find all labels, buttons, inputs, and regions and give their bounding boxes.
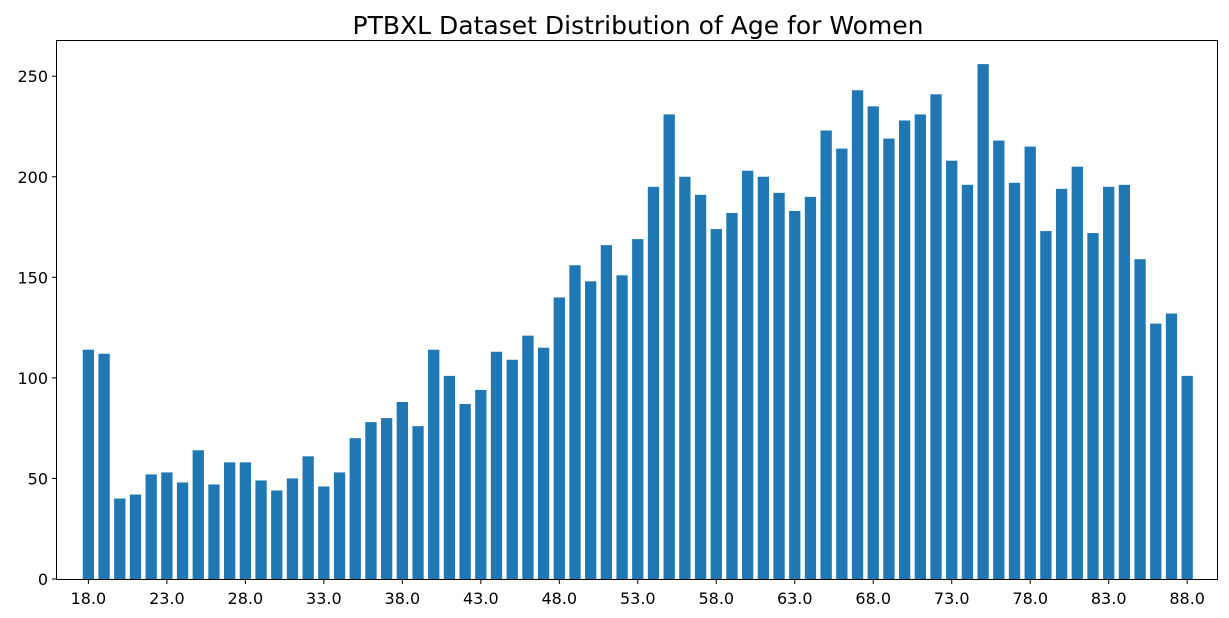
bars-group	[82, 64, 1193, 580]
bar-age-51	[600, 245, 613, 579]
bar-age-27	[224, 462, 236, 579]
bar-age-23	[161, 472, 173, 579]
y-tick-label: 0	[38, 570, 48, 589]
bar-age-20	[114, 498, 126, 579]
x-tick-label: 73.0	[934, 589, 970, 608]
bar-age-35	[349, 438, 361, 579]
x-tick-label: 63.0	[777, 589, 813, 608]
bar-age-50	[585, 281, 597, 579]
bar-age-81	[1071, 166, 1083, 579]
bar-age-43	[475, 389, 487, 579]
x-tick-label: 23.0	[149, 589, 185, 608]
x-tick-label: 28.0	[228, 589, 264, 608]
bar-age-25	[192, 450, 204, 579]
bar-age-74	[961, 184, 974, 579]
bar-age-68	[867, 106, 879, 580]
x-tick-label: 33.0	[306, 589, 342, 608]
bar-age-56	[679, 176, 691, 579]
bar-age-40	[428, 349, 440, 579]
bar-age-78	[1024, 146, 1036, 579]
bar-age-49	[569, 265, 581, 579]
bar-age-82	[1087, 233, 1099, 579]
bar-age-44	[490, 351, 503, 579]
y-tick-label: 250	[17, 67, 48, 86]
y-tick-label: 200	[17, 168, 48, 187]
bar-age-71	[914, 114, 926, 579]
bar-age-64	[804, 196, 817, 579]
bar-age-76	[993, 140, 1005, 579]
bar-age-46	[522, 335, 534, 579]
bar-age-38	[396, 402, 408, 579]
bar-age-79	[1040, 231, 1052, 579]
bar-age-67	[851, 90, 864, 579]
x-tick-label: 83.0	[1091, 589, 1127, 608]
bar-age-39	[412, 426, 424, 579]
bar-age-53	[632, 239, 644, 580]
bar-age-57	[694, 194, 707, 580]
plot-frame	[56, 40, 1218, 580]
bar-age-88	[1181, 375, 1193, 579]
y-tick-label: 100	[17, 369, 48, 388]
x-tick-label: 78.0	[1012, 589, 1048, 608]
bar-age-77	[1008, 182, 1021, 580]
bar-age-31	[286, 478, 299, 579]
bar-age-32	[302, 456, 314, 579]
bar-age-58	[710, 229, 722, 580]
x-axis: 18.0 23.0 28.0 33.0 38.0 43.0 48.0 53.0 58.0 63.0…	[71, 579, 1205, 608]
x-tick-label: 38.0	[385, 589, 421, 608]
bar-age-84	[1118, 184, 1131, 579]
bar-age-28	[239, 462, 252, 579]
x-tick-label: 48.0	[541, 589, 577, 608]
bar-age-86	[1150, 323, 1162, 579]
bar-age-72	[930, 94, 942, 580]
bar-age-59	[726, 212, 738, 579]
chart-title: PTBXL Dataset Distribution of Age for Wo…	[353, 11, 924, 40]
bar-age-61	[757, 176, 770, 579]
bar-age-36	[365, 422, 377, 579]
bar-age-87	[1165, 313, 1178, 579]
bar-age-65	[820, 130, 832, 579]
bar-age-37	[380, 418, 393, 579]
bar-age-41	[443, 375, 456, 579]
bar-age-33	[318, 486, 330, 579]
bar-age-63	[789, 210, 801, 579]
bar-age-85	[1134, 259, 1146, 579]
bar-age-18	[82, 349, 95, 579]
bar-age-60	[742, 170, 754, 580]
x-tick-label: 88.0	[1169, 589, 1205, 608]
bar-age-73	[946, 160, 958, 580]
bar-age-75	[977, 64, 989, 579]
bar-age-34	[333, 472, 346, 579]
bar-age-47	[537, 347, 550, 579]
bar-age-26	[208, 484, 220, 579]
bar-age-29	[255, 480, 267, 579]
bar-age-30	[271, 490, 283, 579]
y-axis: 0 50 100 150 200 250	[17, 67, 57, 589]
bar-age-19	[98, 353, 110, 579]
x-tick-label: 58.0	[698, 589, 734, 608]
x-tick-label: 18.0	[71, 589, 107, 608]
bar-age-62	[773, 192, 785, 579]
bar-age-66	[836, 148, 848, 579]
bar-age-21	[129, 494, 142, 579]
bar-age-24	[176, 482, 189, 579]
bar-age-42	[459, 404, 471, 579]
x-tick-label: 68.0	[855, 589, 891, 608]
bar-age-22	[145, 474, 157, 579]
bar-age-52	[616, 275, 628, 579]
y-tick-label: 150	[17, 268, 48, 287]
bar-age-83	[1103, 186, 1115, 579]
x-tick-label: 53.0	[620, 589, 656, 608]
bar-age-54	[647, 186, 660, 579]
bar-age-48	[553, 297, 565, 579]
x-tick-label: 43.0	[463, 589, 499, 608]
y-tick-label: 50	[28, 469, 48, 488]
bar-age-69	[883, 138, 895, 580]
bar-age-70	[898, 120, 911, 579]
bar-age-80	[1055, 188, 1068, 579]
bar-age-55	[663, 114, 675, 579]
bar-age-45	[506, 359, 518, 579]
